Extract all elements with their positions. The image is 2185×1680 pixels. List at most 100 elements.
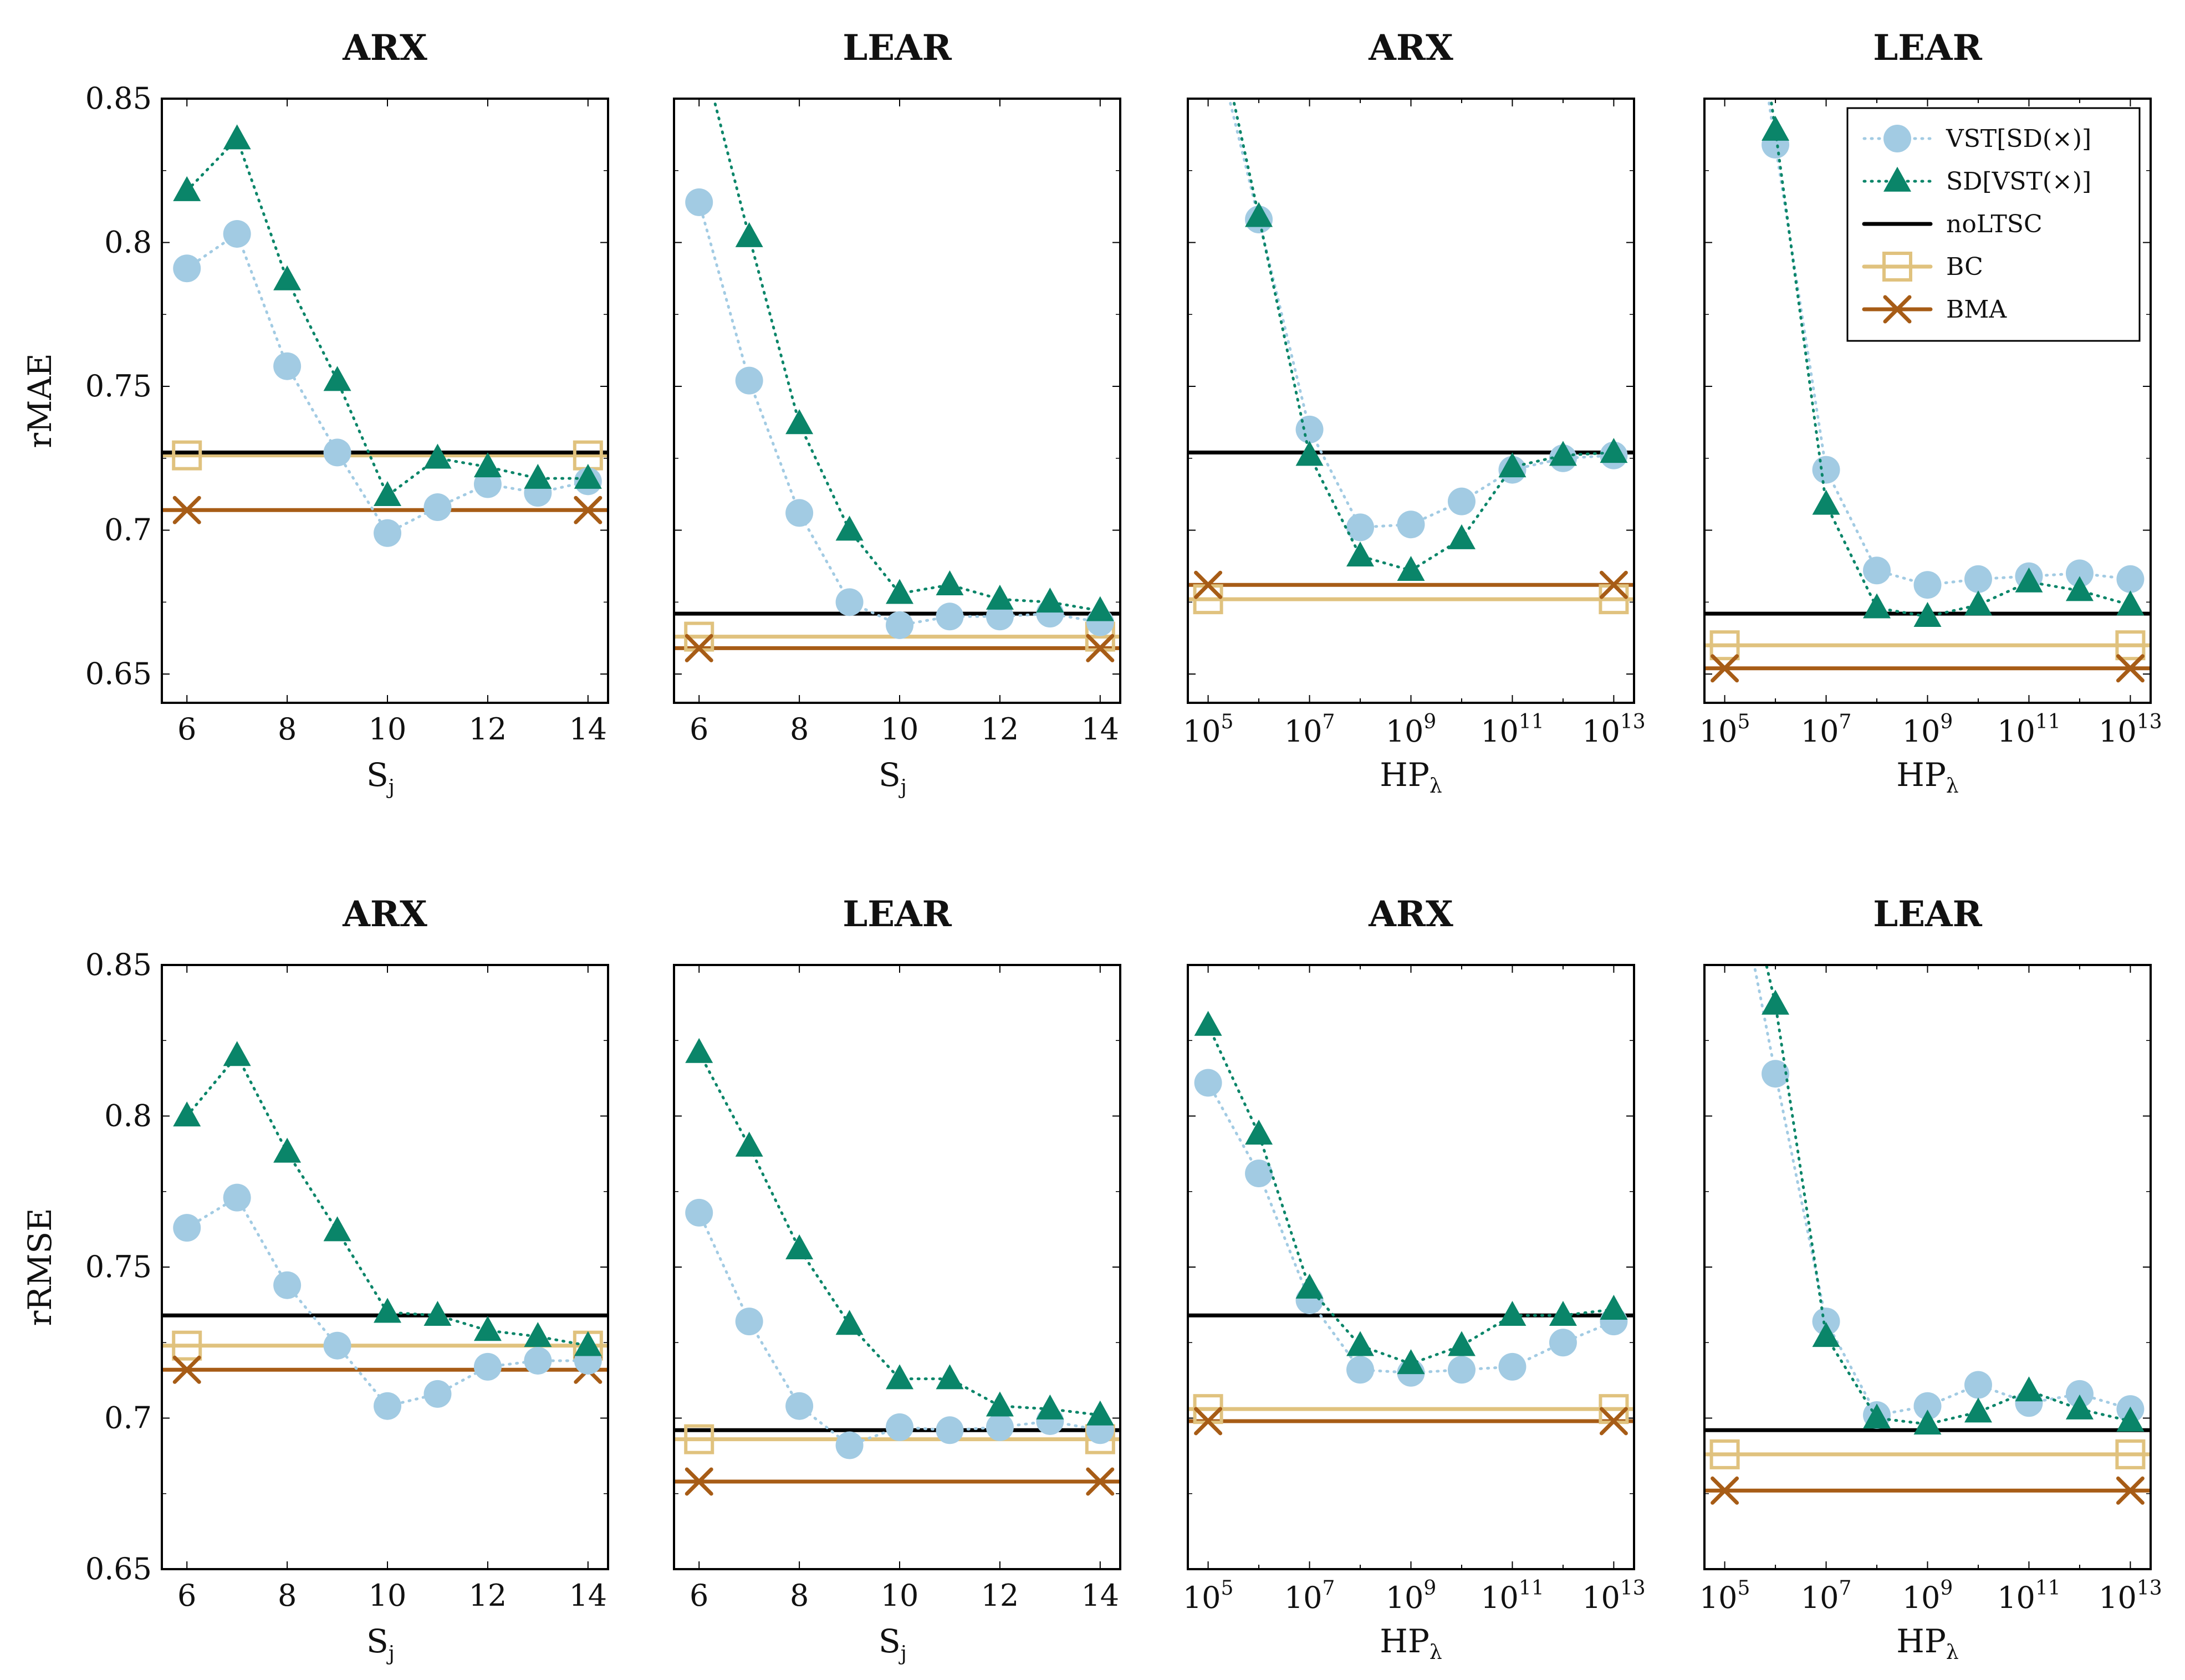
vst-sd-point — [1447, 487, 1476, 515]
sd-vst-point — [835, 515, 864, 541]
x-axis-label: HPλ — [1896, 756, 1958, 798]
legend-label: VST[SD(×)] — [1946, 125, 2091, 153]
bma-marker — [1194, 570, 1223, 599]
sd-vst-point — [423, 1300, 452, 1326]
sd-vst-point — [936, 1364, 964, 1390]
vst-sd-point — [1913, 1392, 1942, 1420]
vst-sd-point — [1194, 0, 1222, 26]
sd-vst-point — [1447, 1331, 1476, 1356]
plot-area — [674, 1038, 1120, 1496]
bma-marker — [1086, 634, 1115, 662]
x-tick-label: 14 — [1081, 712, 1119, 747]
sd-vst-point — [2015, 1376, 2043, 1402]
sd-vst-point — [223, 124, 251, 150]
legend-sd-vst: SD[VST(×)] — [1862, 166, 2091, 196]
vst-sd-point — [223, 1183, 251, 1212]
x-tick-label: 105 — [1699, 1577, 1750, 1615]
panel-0-3: LEAR 105 107 109 1011 1013 HPλ — [1699, 27, 2162, 798]
sd-vst-series-line — [1765, 965, 2132, 1426]
sd-vst-point — [1245, 202, 1273, 227]
x-tick-label: 14 — [569, 712, 607, 747]
sd-vst-point — [986, 1391, 1014, 1417]
x-tick-label: 8 — [278, 712, 297, 747]
sd-vst-point — [1036, 588, 1064, 613]
x-tick-label: 8 — [278, 1578, 297, 1613]
y-tick-label: 0.8 — [104, 1099, 152, 1133]
vst-sd-point — [785, 499, 814, 527]
sd-vst-point — [574, 1331, 602, 1356]
vst-sd-point — [1245, 1160, 1273, 1188]
vst-sd-point — [374, 519, 402, 547]
axes-frame — [161, 98, 609, 704]
panel-1-3: LEAR 105 107 109 1011 1013 HPλ — [1699, 800, 2162, 1664]
x-tick-label: 105 — [1699, 711, 1750, 749]
bc-marker — [172, 440, 202, 471]
x-tick-label: 12 — [469, 712, 507, 747]
bma-marker — [1086, 1467, 1115, 1496]
legend-bc: BC — [1862, 252, 1983, 282]
sd-vst-point — [2015, 567, 2043, 593]
x-tick-label: 109 — [1386, 711, 1437, 749]
sd-vst-point — [1600, 438, 1628, 463]
x-tick-label: 109 — [1902, 1577, 1953, 1615]
bc-marker — [2115, 1439, 2146, 1469]
sd-vst-point — [1346, 542, 1375, 567]
sd-vst-point — [1964, 590, 1992, 616]
sd-vst-point — [323, 1216, 351, 1242]
x-tick-label: 1013 — [1582, 1577, 1646, 1615]
sd-vst-point — [273, 265, 302, 290]
x-tick-label: 8 — [790, 1578, 809, 1613]
sd-vst-point — [735, 1131, 763, 1157]
sd-vst-point — [1397, 1349, 1425, 1375]
axes-frame — [1703, 964, 2152, 1570]
y-tick-label: 0.65 — [85, 1551, 152, 1586]
sd-vst-point — [2065, 576, 2094, 601]
legend-marker — [1883, 125, 1911, 152]
sd-vst-series-line — [185, 136, 590, 498]
bma-marker — [1599, 570, 1628, 599]
y-tick-label: 0.85 — [85, 81, 152, 116]
sd-vst-point — [1762, 989, 1790, 1015]
x-axis-label: HPλ — [1380, 756, 1442, 798]
y-tick-label: 0.8 — [104, 225, 152, 260]
bc-marker — [1709, 1439, 1740, 1469]
sd-vst-point — [1913, 1410, 1942, 1435]
x-tick-label: 105 — [1183, 1577, 1234, 1615]
panel-title: LEAR — [843, 893, 952, 935]
legend-label: BMA — [1946, 295, 2007, 324]
panel-title: LEAR — [1873, 893, 1982, 935]
sd-vst-point — [835, 1310, 864, 1335]
sd-vst-point — [423, 443, 452, 469]
x-tick-label: 6 — [690, 1578, 708, 1613]
sd-vst-point — [1036, 1394, 1064, 1419]
bc-marker — [1709, 630, 1740, 661]
panels-layer: ARX 0.65 0.7 0.75 0.8 0.85 6 8 10 12 14 Sj rMAE LEAR 6… — [21, 0, 2162, 1665]
x-axis-label: HPλ — [1896, 1622, 1958, 1664]
axes-frame — [673, 98, 1121, 704]
vst-sd-point — [735, 1308, 763, 1336]
bma-marker — [2116, 654, 2145, 683]
vst-sd-point — [524, 1346, 552, 1375]
x-tick-label: 14 — [569, 1578, 607, 1613]
panel-title: ARX — [1368, 27, 1453, 69]
bma-marker — [2116, 1476, 2145, 1505]
sd-vst-point — [1194, 1010, 1222, 1036]
vst-sd-point — [1711, 800, 1739, 828]
sd-vst-point — [685, 27, 713, 52]
sd-vst-point — [1086, 596, 1114, 621]
vst-sd-point — [223, 219, 251, 248]
legend-marker — [1883, 166, 1911, 192]
sd-vst-point — [473, 452, 502, 478]
legend-noltsc: noLTSC — [1862, 210, 2043, 238]
legend-marker — [1883, 295, 1912, 324]
bma-marker — [172, 496, 201, 524]
sd-vst-point — [1397, 555, 1425, 581]
vst-sd-point — [936, 1416, 964, 1444]
panel-1-0: ARX 0.65 0.7 0.75 0.8 0.85 6 8 10 12 14 Sj rRMSE — [21, 893, 609, 1665]
plot-area — [1188, 1010, 1634, 1436]
x-tick-label: 10 — [369, 712, 407, 747]
vst-sd-point — [374, 1392, 402, 1420]
sd-vst-point — [323, 366, 351, 391]
x-tick-label: 107 — [1284, 711, 1335, 749]
sd-vst-point — [574, 463, 602, 489]
